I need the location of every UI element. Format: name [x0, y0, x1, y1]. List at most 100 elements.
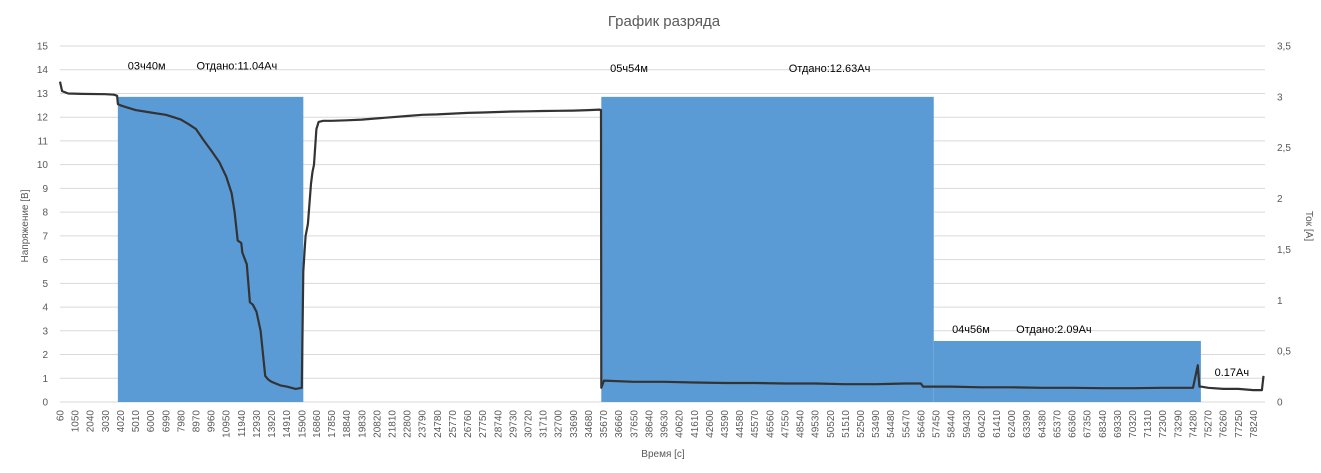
x-tick-label: 69330	[1113, 410, 1124, 438]
x-tick-label: 41610	[690, 410, 701, 438]
x-tick-label: 54480	[886, 410, 897, 438]
y2-axis-ticks: 0 0,5 1 1,5 2 2,5 3 3,5	[1277, 42, 1291, 409]
x-tick-label: 62400	[1007, 410, 1018, 438]
y-tick-label: 4	[42, 303, 48, 314]
x-tick-label: 27750	[478, 410, 489, 438]
y-tick-label: 7	[42, 231, 48, 242]
x-tick-label: 78240	[1249, 410, 1260, 438]
x-tick-label: 47550	[780, 410, 791, 438]
x-tick-label: 10950	[222, 410, 233, 438]
x-tick-label: 59430	[962, 410, 973, 438]
x-tick-label: 33690	[569, 410, 580, 438]
annotations: 03ч40м Отдано:11.04Ач 05ч54м Отдано:12.63Ач…	[128, 61, 1249, 379]
x-tick-label: 26760	[463, 410, 474, 438]
y-tick-label: 13	[37, 89, 49, 100]
y-tick-label: 3	[42, 326, 48, 337]
x-tick-label: 60	[56, 410, 67, 422]
annotation-label: Отдано:12.63Ач	[789, 63, 871, 75]
x-tick-label: 31710	[539, 410, 550, 438]
x-tick-label: 55470	[901, 410, 912, 438]
x-tick-label: 50520	[826, 410, 837, 438]
x-tick-label: 45570	[750, 410, 761, 438]
x-tick-label: 67350	[1083, 410, 1094, 438]
x-tick-label: 19830	[357, 410, 368, 438]
chart-title: График разряда	[608, 13, 721, 30]
y2-tick-label: 0,5	[1277, 347, 1291, 358]
x-tick-label: 52500	[856, 410, 867, 438]
x-tick-label: 17850	[327, 410, 338, 438]
y-tick-label: 6	[42, 255, 48, 266]
y-tick-label: 11	[38, 136, 49, 147]
current-bar	[601, 96, 934, 402]
x-tick-label: 49530	[811, 410, 822, 438]
x-tick-label: 57450	[932, 410, 943, 438]
x-tick-label: 51510	[841, 410, 852, 438]
x-tick-label: 13920	[267, 410, 278, 438]
annotation-label: 03ч40м	[128, 61, 166, 73]
y2-tick-label: 1,5	[1277, 245, 1291, 256]
x-tick-label: 60420	[977, 410, 988, 438]
x-tick-label: 46560	[765, 410, 776, 438]
x-tick-label: 70320	[1128, 410, 1139, 438]
x-tick-label: 34680	[584, 410, 595, 438]
x-tick-label: 6990	[161, 410, 172, 433]
x-tick-label: 77250	[1234, 410, 1245, 438]
x-tick-label: 28740	[493, 410, 504, 438]
x-tick-label: 39630	[660, 410, 671, 438]
x-tick-label: 32700	[554, 410, 565, 438]
current-bar	[933, 340, 1201, 402]
x-tick-label: 1050	[71, 410, 82, 433]
x-tick-label: 18840	[342, 410, 353, 438]
voltage-line	[58, 81, 1265, 392]
x-tick-label: 63390	[1022, 410, 1033, 438]
x-tick-label: 12930	[252, 410, 263, 438]
x-tick-label: 6000	[146, 410, 157, 433]
x-tick-label: 5010	[131, 410, 142, 433]
x-axis-title: Время [с]	[641, 449, 685, 460]
x-tick-label: 74280	[1188, 410, 1199, 438]
x-tick-label: 66360	[1068, 410, 1079, 438]
x-tick-label: 2040	[86, 410, 97, 433]
x-tick-label: 30720	[524, 410, 535, 438]
x-tick-label: 20820	[372, 410, 383, 438]
x-tick-label: 15900	[297, 410, 308, 438]
y2-tick-label: 2	[1277, 194, 1283, 205]
x-tick-label: 21810	[388, 410, 399, 438]
x-tick-label: 61410	[992, 410, 1003, 438]
current-bar	[117, 96, 304, 402]
x-tick-label: 8970	[192, 410, 203, 433]
x-axis-ticks: 60 1050 2040 3030 4020 5010 6000 6990 7980 8970 99…	[56, 410, 1260, 438]
y-tick-label: 0	[42, 398, 48, 409]
x-tick-label: 76260	[1219, 410, 1230, 438]
y2-tick-label: 3,5	[1277, 42, 1291, 53]
x-tick-label: 53490	[871, 410, 882, 438]
x-tick-label: 68340	[1098, 410, 1109, 438]
x-tick-label: 44580	[735, 410, 746, 438]
annotation-label: 0.17Ач	[1215, 367, 1249, 379]
y-tick-label: 8	[42, 208, 48, 219]
x-tick-label: 65370	[1052, 410, 1063, 438]
x-tick-label: 24780	[433, 410, 444, 438]
y-tick-label: 10	[37, 160, 49, 171]
x-tick-label: 22800	[403, 410, 414, 438]
x-tick-label: 72300	[1158, 410, 1169, 438]
x-tick-label: 73290	[1173, 410, 1184, 438]
y-tick-label: 12	[37, 113, 49, 124]
x-tick-label: 14910	[282, 410, 293, 438]
x-tick-label: 9960	[207, 410, 218, 433]
x-tick-label: 25770	[448, 410, 459, 438]
x-tick-label: 37650	[629, 410, 640, 438]
x-tick-label: 23790	[418, 410, 429, 438]
y2-tick-label: 2,5	[1277, 143, 1291, 154]
x-tick-label: 3030	[101, 410, 112, 433]
x-tick-label: 43590	[720, 410, 731, 438]
x-tick-label: 38640	[644, 410, 655, 438]
x-tick-label: 29730	[508, 410, 519, 438]
y2-axis-title: Ток [А]	[1303, 211, 1314, 241]
x-tick-label: 16860	[312, 410, 323, 438]
y2-tick-label: 3	[1277, 92, 1283, 103]
x-tick-label: 75270	[1204, 410, 1215, 438]
y-tick-label: 1	[42, 374, 48, 385]
y2-tick-label: 1	[1277, 296, 1283, 307]
